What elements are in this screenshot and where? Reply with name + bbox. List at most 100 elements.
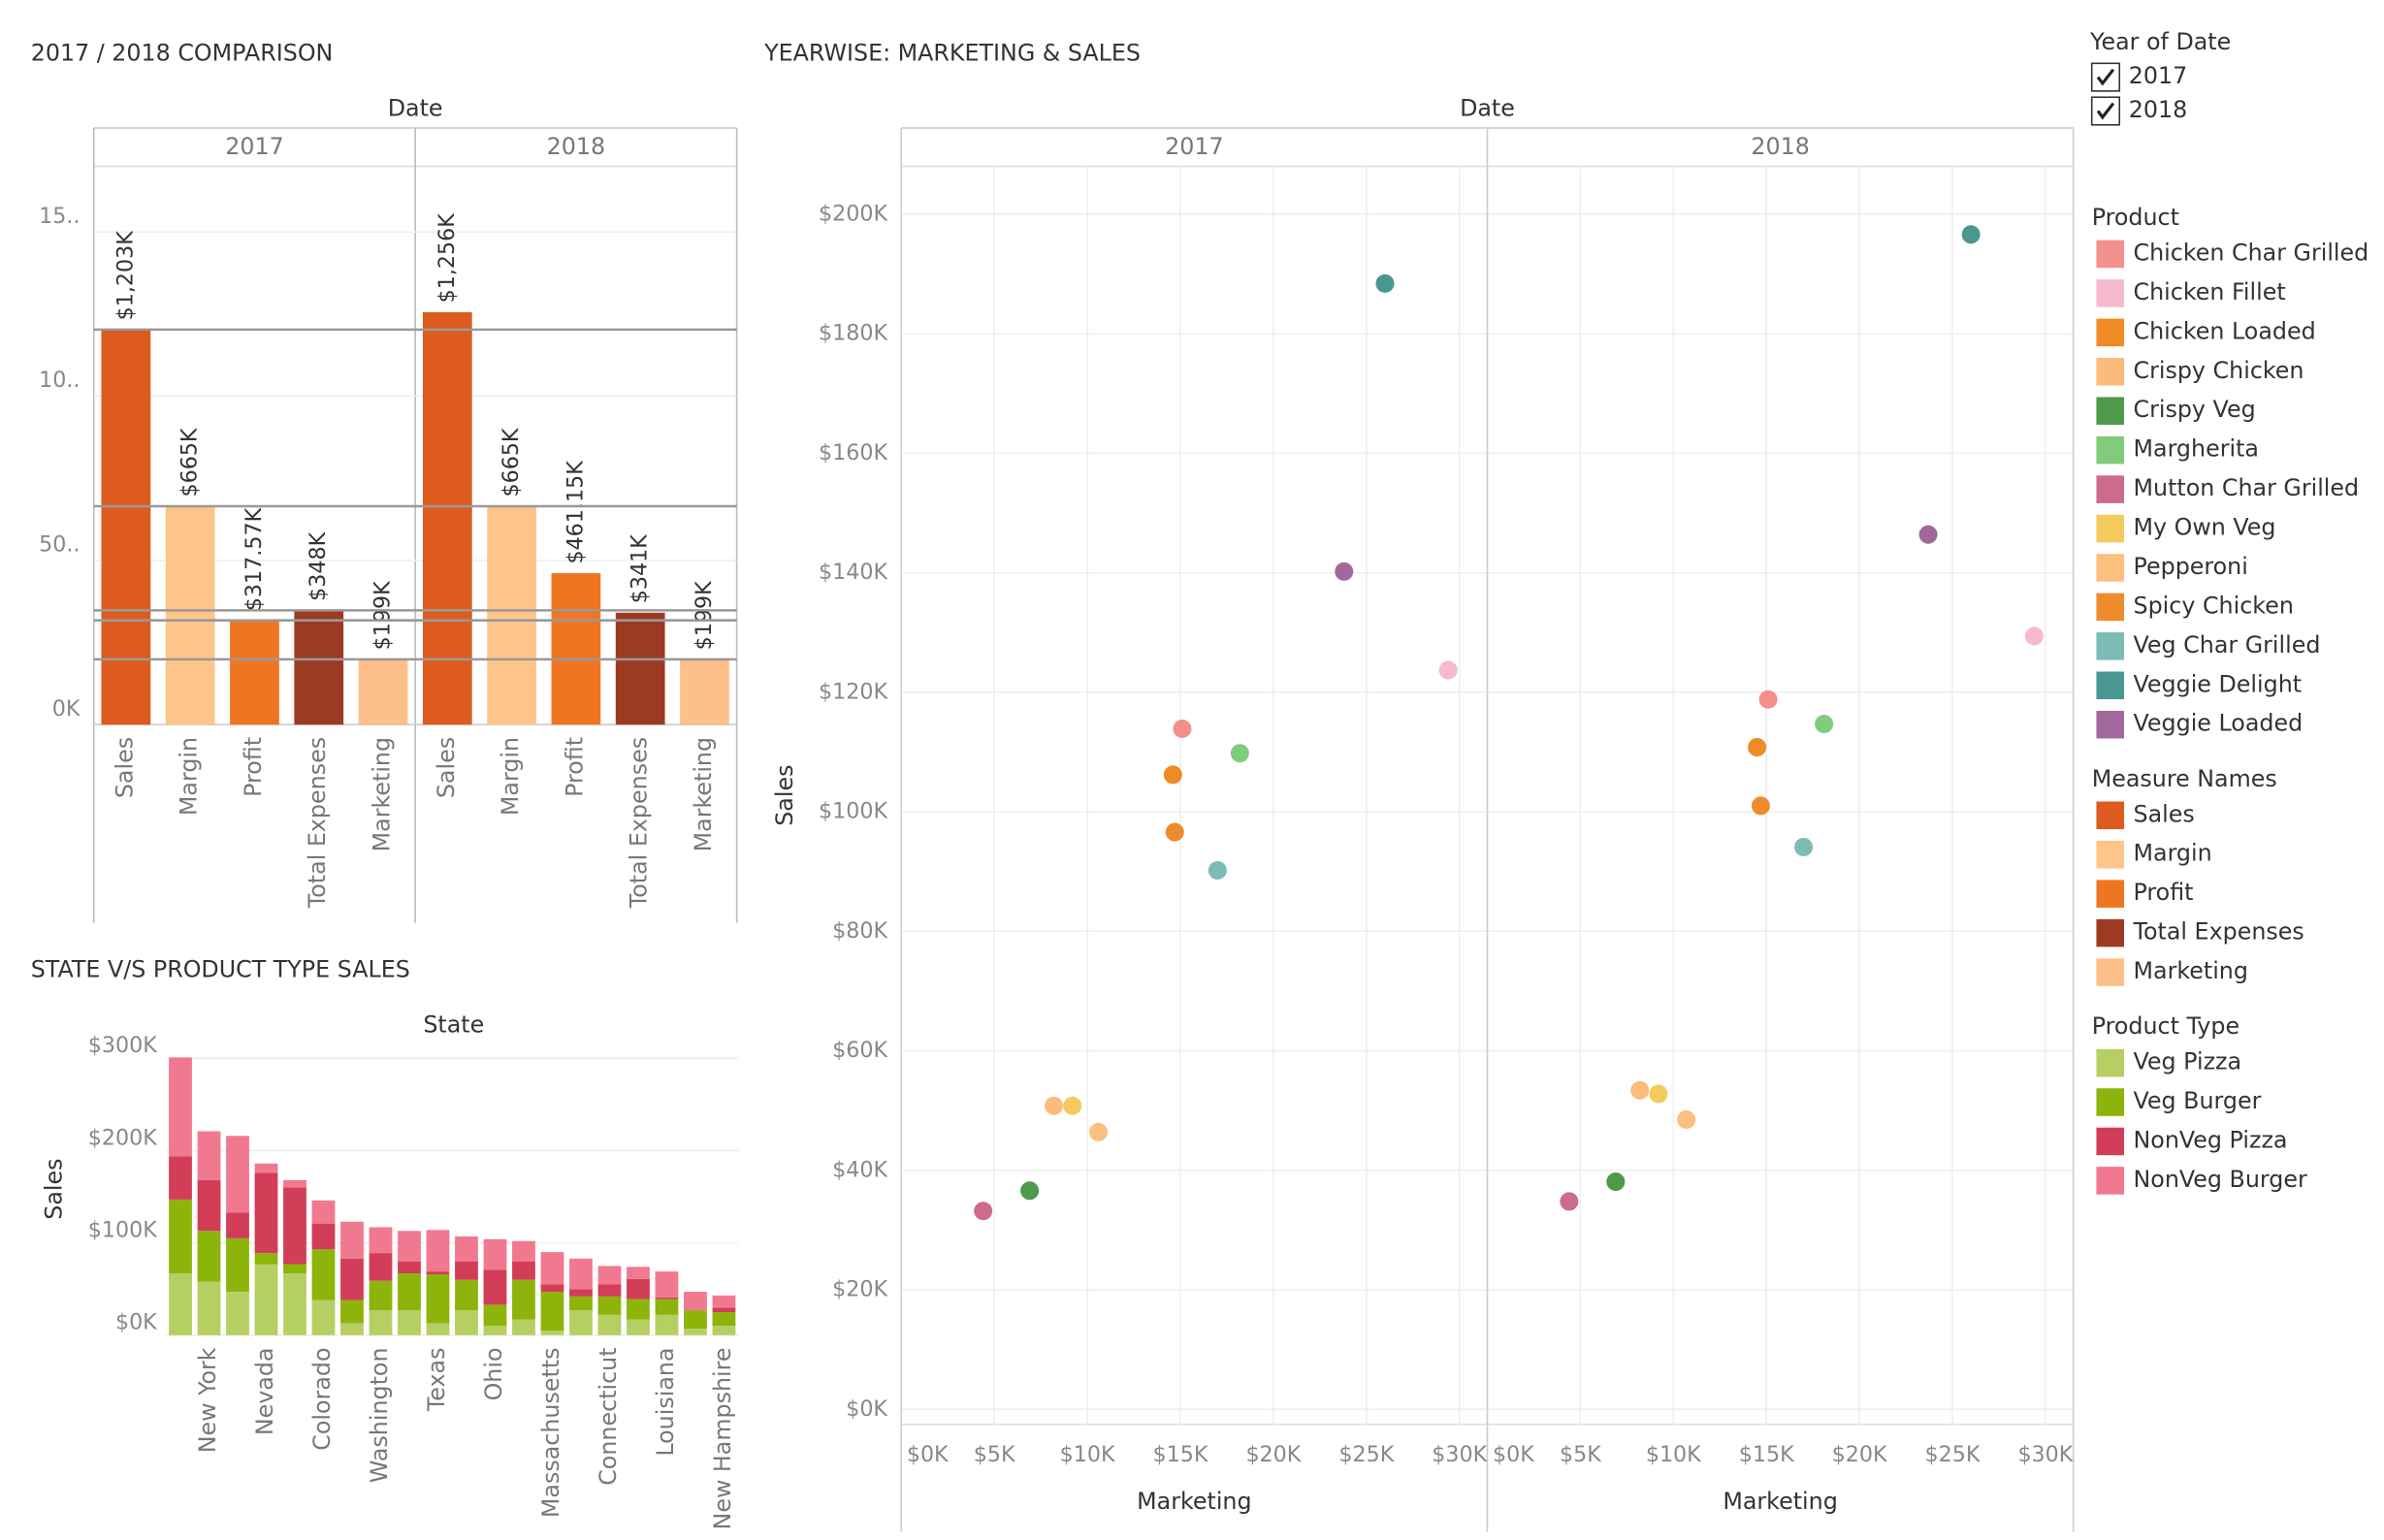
bar-segment [398,1310,421,1335]
legend-label: Veg Pizza [2134,1048,2242,1075]
bar-segment [512,1240,535,1262]
point [1630,1080,1650,1100]
x-tick-label: $15K [1153,1442,1209,1467]
checkbox[interactable] [2090,62,2121,92]
x-tick-label: $10K [1060,1442,1116,1467]
x-tick-label: Profit [240,737,267,797]
header: Date [388,94,443,121]
x-tick-label: Marketing [690,737,717,851]
bar-segment [254,1163,278,1173]
bar-segment [369,1280,393,1311]
legend-label: Pepperoni [2134,553,2248,580]
point [1208,860,1227,881]
legend-label: Crispy Veg [2134,396,2256,423]
x-tick-label: Marketing [369,737,396,851]
point [1918,525,1938,544]
legend-label: Margherita [2134,435,2259,463]
legend-swatch [2096,880,2124,908]
y-tick-label: $0K [115,1310,158,1335]
bar-segment [369,1227,393,1254]
bar [294,610,344,725]
panel-header: 2018 [1751,133,1809,160]
bar-segment [169,1199,192,1274]
bar [680,658,729,725]
x-axis-label: Marketing [1723,1488,1837,1515]
filter-option[interactable]: 2018 [2090,96,2188,126]
y-tick-label: $100K [819,799,888,824]
bar-segment [684,1329,707,1335]
bar-segment [655,1299,679,1315]
bar-segment [426,1230,450,1272]
legend-label: Veggie Delight [2134,670,2303,697]
legend-swatch [2096,840,2124,869]
legend-swatch [2096,554,2124,582]
x-tick-label: $25K [1925,1442,1981,1467]
bar-segment [169,1057,192,1157]
point [1649,1084,1668,1104]
x-tick-label: $10K [1646,1442,1702,1467]
bar-segment [540,1252,564,1285]
legend-label: Spicy Chicken [2134,592,2294,619]
bar-segment [455,1310,478,1335]
bar-segment [398,1231,421,1262]
x-tick-label: Sales [111,737,138,798]
legend-title: Measure Names [2092,765,2277,792]
value-label: $461.15K [563,460,588,564]
filter-option-label[interactable]: 2017 [2129,62,2187,89]
x-tick-label: New York [194,1347,221,1453]
x-tick-label: Louisiana [652,1347,679,1456]
bar-segment [311,1223,336,1250]
bar-segment [483,1326,507,1335]
legend-label: Sales [2134,800,2195,827]
legend-swatch [2096,1167,2124,1195]
y-tick-label: $100K [88,1217,158,1242]
bar-segment [512,1319,535,1335]
filter-option-label[interactable]: 2018 [2129,96,2187,123]
bar-segment [254,1264,278,1335]
bar-segment [712,1311,736,1327]
y-tick-label: 10.. [39,368,80,393]
value-label: $665K [499,427,524,497]
x-tick-label: Massachusetts [537,1347,564,1518]
x-tick-label: $20K [1832,1442,1888,1467]
legend-swatch [2096,1048,2124,1077]
bar [487,506,536,725]
legend-swatch [2096,1127,2124,1156]
point [2024,626,2044,646]
bar-segment [540,1284,564,1293]
point [1375,273,1395,293]
point [1163,765,1182,785]
panel-header: 2018 [547,133,605,160]
bar [358,658,408,725]
bar-segment [340,1258,364,1300]
x-tick-label: $20K [1245,1442,1302,1467]
point [1758,690,1778,709]
x-tick-label: $0K [1493,1442,1535,1467]
value-label: $1,203K [113,230,138,321]
header: Date [1460,94,1515,121]
bar-segment [226,1212,249,1238]
bar [101,329,151,725]
bar [165,506,215,725]
x-tick-label: Profit [561,737,588,797]
x-tick-label: Ohio [480,1347,507,1400]
legend-label: Chicken Fillet [2134,278,2286,305]
legend-title: Product Type [2092,1012,2239,1040]
point [1089,1122,1109,1141]
legend-label: Profit [2134,879,2194,906]
y-tick-label: $200K [819,201,888,226]
bar-segment [398,1261,421,1274]
bar-segment [254,1253,278,1265]
bar-segment [311,1249,336,1300]
bar-segment [597,1266,622,1285]
bar-segment [169,1273,192,1335]
bar-segment [197,1281,221,1335]
bar-segment [455,1279,478,1311]
legend-label: Chicken Loaded [2134,317,2316,344]
bar [230,620,279,725]
y-axis-label: Sales [41,1158,68,1219]
bar-segment [226,1237,249,1293]
legend-title: Product [2092,204,2179,231]
y-tick-label: $80K [832,918,888,944]
filter-option[interactable]: 2017 [2090,62,2188,92]
